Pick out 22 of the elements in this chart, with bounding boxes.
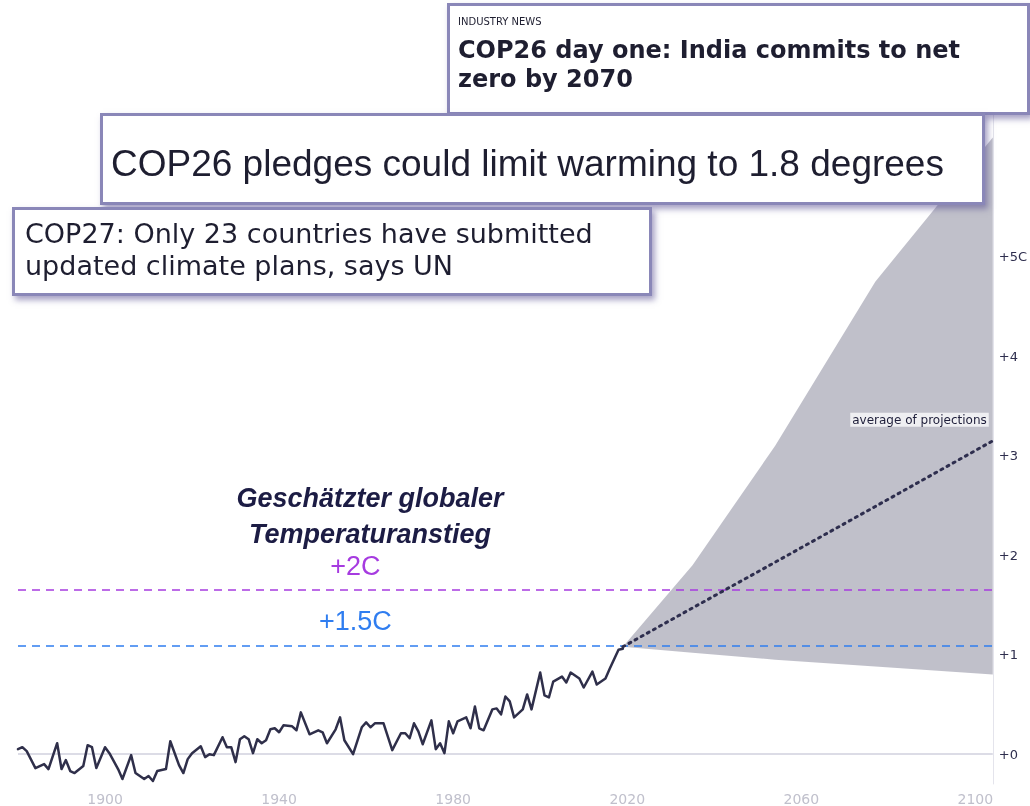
annotation: COP26 pledges could limit warming to 1.8 degrees bbox=[111, 142, 945, 186]
ref-line-label: +1.5C bbox=[318, 606, 392, 637]
annotation: average of projections bbox=[852, 412, 987, 427]
y-tick-label: +0 bbox=[998, 746, 1018, 762]
text: Geschätzter globaler Temperaturanstieg bbox=[235, 482, 506, 551]
x-tick-label: 1980 bbox=[435, 791, 471, 806]
annotation: COP27: Only 23 countries have submitted updated climate plans, says UN bbox=[25, 218, 594, 283]
annotation: COP26 day one: India commits to net zero by 2070 bbox=[458, 36, 961, 94]
y-tick-label: +4 bbox=[998, 348, 1018, 364]
news-card: COP27: Only 23 countries have submitted updated climate plans, says UN bbox=[12, 207, 652, 296]
x-tick-label: 2020 bbox=[609, 791, 646, 806]
news-card: INDUSTRY NEWS COP26 day one: India commits to net zero by 2070 bbox=[447, 3, 1030, 115]
y-tick-label: +1 bbox=[998, 647, 1018, 663]
x-tick-label: 2100 bbox=[957, 791, 994, 806]
news-card: COP26 pledges could limit warming to 1.8 degrees bbox=[100, 113, 985, 205]
ref-line-label: +2C bbox=[330, 550, 381, 581]
x-tick-label: 1900 bbox=[87, 791, 123, 806]
y-tick-label: +3 bbox=[998, 448, 1018, 464]
x-tick-label: 1940 bbox=[261, 791, 297, 806]
y-tick-label: +2 bbox=[998, 547, 1018, 563]
x-tick-label: 2060 bbox=[783, 791, 820, 806]
y-tick-label: +5C bbox=[998, 249, 1028, 265]
